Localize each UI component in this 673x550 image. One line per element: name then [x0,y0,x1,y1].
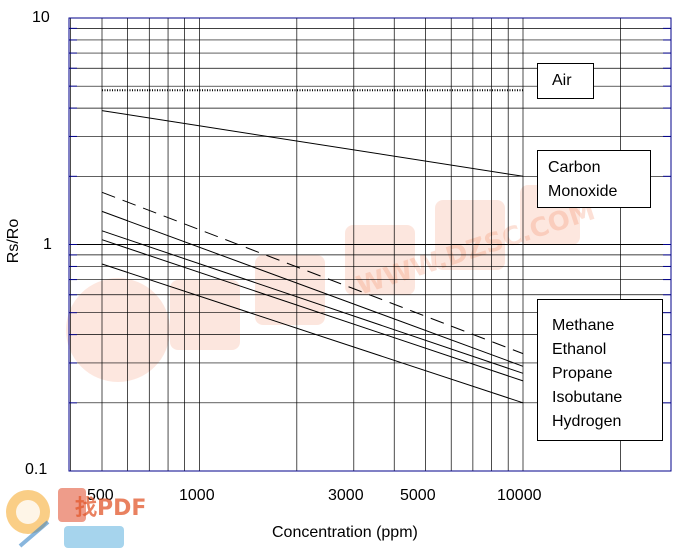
series-line-isobutane [101,239,524,382]
legend-air-label: Air [552,72,572,89]
series-line-hydrogen [101,263,524,404]
legend-gas-group: Methane Ethanol Propane Isobutane Hydrog… [537,299,663,441]
y-tick-label-1: 1 [43,236,52,253]
series-line-ethanol [101,210,524,367]
y-axis-title: Rs/Ro [5,218,23,264]
y-tick-label-0.1: 0.1 [25,461,48,478]
series-line-methane [101,191,524,355]
series-line-propane [101,230,524,374]
series-layer [101,89,524,404]
watermark-circle-icon [66,278,170,382]
plot-frame [68,17,672,472]
legend-hydrogen: Hydrogen [552,413,622,430]
legend-ethanol: Ethanol [552,341,607,358]
x-tick-label-5000: 5000 [400,487,436,504]
pdf-logo-text: 找PDF [75,496,147,521]
series-line-carbon-monoxide [101,110,524,177]
x-tick-label-500: 500 [87,487,114,504]
legend-air: Air [537,63,594,99]
legend-propane: Propane [552,365,613,382]
x-tick-label-1000: 1000 [179,487,215,504]
legend-co-line-2: Monoxide [548,183,618,200]
x-tick-label-10000: 10000 [497,487,542,504]
legend-isobutane: Isobutane [552,389,623,406]
pdf-logo-icon [6,488,124,548]
x-axis-title: Concentration (ppm) [272,524,418,541]
y-tick-label-10: 10 [32,9,50,26]
legend-methane: Methane [552,317,615,334]
legend-co-line-1: Carbon [548,159,601,176]
x-tick-label-3000: 3000 [328,487,364,504]
legend-carbon-monoxide: Carbon Monoxide [537,150,651,208]
